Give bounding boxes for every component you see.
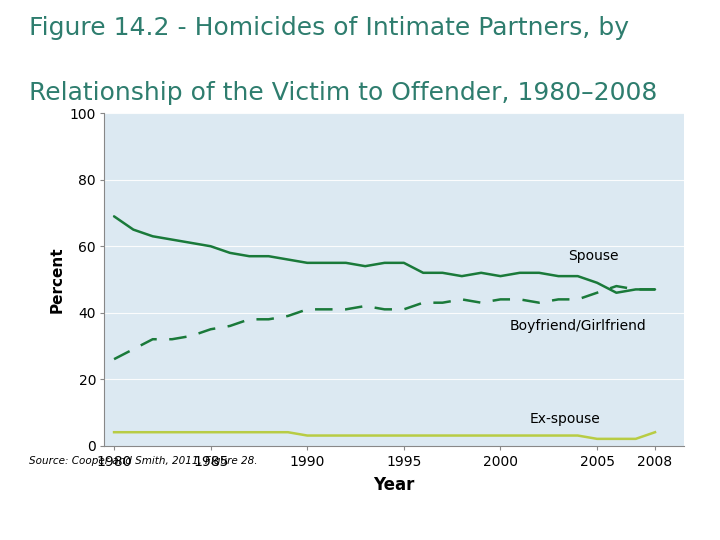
Text: Spouse: Spouse bbox=[568, 249, 618, 263]
Text: © 2015, 2012, 2011 by Pearson Education, Inc. All rights reserved.: © 2015, 2012, 2011 by Pearson Education,… bbox=[212, 491, 562, 502]
Text: Boyfriend/Girlfriend: Boyfriend/Girlfriend bbox=[510, 319, 647, 333]
Text: Ex-spouse: Ex-spouse bbox=[529, 412, 600, 426]
X-axis label: Year: Year bbox=[374, 476, 415, 494]
Text: Relationship of the Victim to Offender, 1980–2008: Relationship of the Victim to Offender, … bbox=[29, 81, 657, 105]
Text: PEARSON: PEARSON bbox=[655, 489, 720, 516]
Text: Marriages and Families: Changes,
Choices and Constraints, 8e: Marriages and Families: Changes, Choices… bbox=[14, 483, 190, 507]
Y-axis label: Percent: Percent bbox=[49, 246, 64, 313]
Text: Source: Cooper and Smith, 2011, Figure 28.: Source: Cooper and Smith, 2011, Figure 2… bbox=[29, 456, 257, 467]
Text: Figure 14.2 - Homicides of Intimate Partners, by: Figure 14.2 - Homicides of Intimate Part… bbox=[29, 16, 629, 40]
